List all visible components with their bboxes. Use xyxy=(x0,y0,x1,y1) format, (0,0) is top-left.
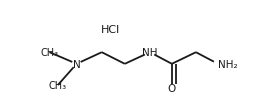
Text: NH₂: NH₂ xyxy=(218,59,238,69)
Text: O: O xyxy=(168,83,176,93)
Text: CH₃: CH₃ xyxy=(40,48,59,58)
Text: CH₃: CH₃ xyxy=(49,80,67,90)
Text: NH: NH xyxy=(142,48,158,58)
Text: HCl: HCl xyxy=(100,25,120,35)
Text: N: N xyxy=(73,59,80,69)
